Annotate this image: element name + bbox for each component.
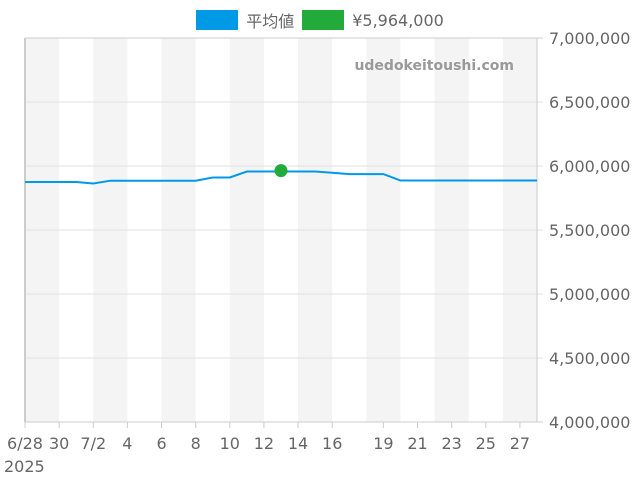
chart-legend: 平均値 ¥5,964,000 — [0, 8, 640, 32]
legend-swatch-average — [196, 10, 239, 30]
legend-label-average: 平均値 — [246, 12, 295, 31]
x-tick-label: 6 — [156, 434, 166, 453]
x-tick-label: 6/28 — [7, 434, 43, 453]
legend-item-current-price[interactable]: ¥5,964,000 — [302, 10, 444, 30]
x-tick-label: 21 — [407, 434, 427, 453]
x-tick-label: 23 — [441, 434, 461, 453]
legend-item-average[interactable]: 平均値 — [196, 8, 294, 32]
x-tick-label: 27 — [510, 434, 530, 453]
x-year-label: 2025 — [4, 457, 45, 476]
x-tick-label: 14 — [288, 434, 308, 453]
y-tick-label: 6,500,000 — [549, 93, 630, 112]
x-tick-label: 25 — [476, 434, 496, 453]
y-tick-label: 4,000,000 — [549, 413, 630, 432]
y-tick-label: 5,000,000 — [549, 285, 630, 304]
x-tick-label: 10 — [220, 434, 240, 453]
current-price-marker[interactable] — [274, 164, 288, 178]
y-tick-label: 7,000,000 — [549, 29, 630, 48]
x-tick-label: 16 — [322, 434, 342, 453]
legend-swatch-current-price — [302, 10, 345, 30]
watermark: udedokeitoushi.com — [354, 58, 514, 74]
x-tick-label: 8 — [191, 434, 201, 453]
legend-label-current-price: ¥5,964,000 — [352, 10, 444, 30]
x-tick-label: 19 — [373, 434, 393, 453]
x-tick-label: 7/2 — [80, 434, 106, 453]
y-tick-label: 5,500,000 — [549, 221, 630, 240]
y-tick-label: 6,000,000 — [549, 157, 630, 176]
y-tick-label: 4,500,000 — [549, 349, 630, 368]
x-tick-label: 12 — [254, 434, 274, 453]
x-tick-label: 30 — [49, 434, 69, 453]
x-tick-label: 4 — [122, 434, 132, 453]
